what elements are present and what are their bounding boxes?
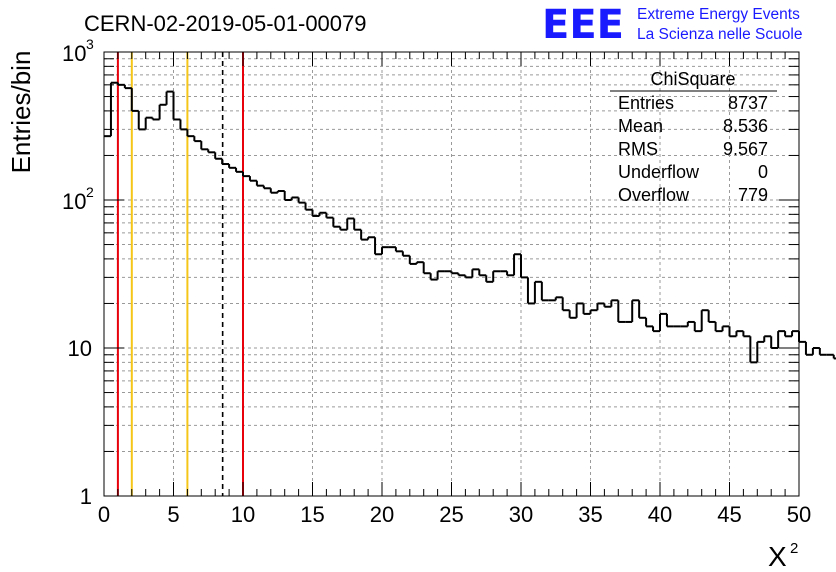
stats-value: 779: [738, 185, 768, 205]
x-tick-label: 5: [167, 502, 179, 527]
x-tick-label: 35: [578, 502, 602, 527]
x-axis: 0 5 10 15 20 25 30 35 40 45 50: [98, 52, 811, 527]
y-tick-label: 10: [62, 41, 86, 66]
y-tick-label: 10: [62, 189, 86, 214]
y-tick-label: 1: [80, 484, 92, 509]
eee-logo-line1: Extreme Energy Events: [637, 6, 800, 23]
x-tick-label: 30: [509, 502, 533, 527]
stats-title: ChiSquare: [650, 69, 735, 89]
stats-label: Overflow: [618, 185, 690, 205]
reference-lines: [116, 52, 244, 496]
stats-row-underflow: Underflow 0: [618, 162, 768, 182]
x-tick-label: 25: [439, 502, 463, 527]
stats-value: 8737: [728, 93, 768, 113]
stats-label: Underflow: [618, 162, 700, 182]
y-tick-label-exponent: 3: [86, 36, 94, 52]
x-tick-label: 15: [300, 502, 324, 527]
y-tick-label: 10: [68, 336, 92, 361]
histogram-series: [104, 81, 836, 364]
eee-logo-letters: EEE: [542, 2, 624, 48]
stats-value: 0: [758, 162, 768, 182]
x-tick-label: 10: [231, 502, 255, 527]
y-axis-label: Entries/bin: [6, 51, 36, 174]
x-tick-label: 20: [370, 502, 394, 527]
eee-logo-line2: La Scienza nelle Scuole: [637, 26, 802, 43]
chart-title: CERN-02-2019-05-01-00079: [84, 11, 367, 36]
statistics-box: ChiSquare Entries 8737 Mean 8.536 RMS 9.…: [610, 69, 777, 205]
stats-value: 9.567: [723, 139, 768, 159]
stats-row-mean: Mean 8.536: [618, 116, 768, 136]
x-tick-label: 0: [98, 502, 110, 527]
stats-label: Mean: [618, 116, 663, 136]
x-axis-label-base: X: [768, 541, 787, 572]
stats-row-overflow: Overflow 779: [618, 185, 768, 205]
x-axis-label: X 2: [768, 540, 798, 572]
y-tick-label-exponent: 2: [86, 184, 94, 200]
x-tick-label: 50: [787, 502, 811, 527]
x-tick-label: 40: [648, 502, 672, 527]
stats-label: Entries: [618, 93, 674, 113]
stats-label: RMS: [618, 139, 658, 159]
x-axis-label-superscript: 2: [790, 540, 798, 557]
x-tick-label: 45: [717, 502, 741, 527]
stats-value: 8.536: [723, 116, 768, 136]
stats-row-rms: RMS 9.567: [618, 139, 768, 159]
eee-logo: EEE Extreme Energy Events La Scienza nel…: [542, 2, 802, 48]
stats-row-entries: Entries 8737: [618, 93, 768, 113]
